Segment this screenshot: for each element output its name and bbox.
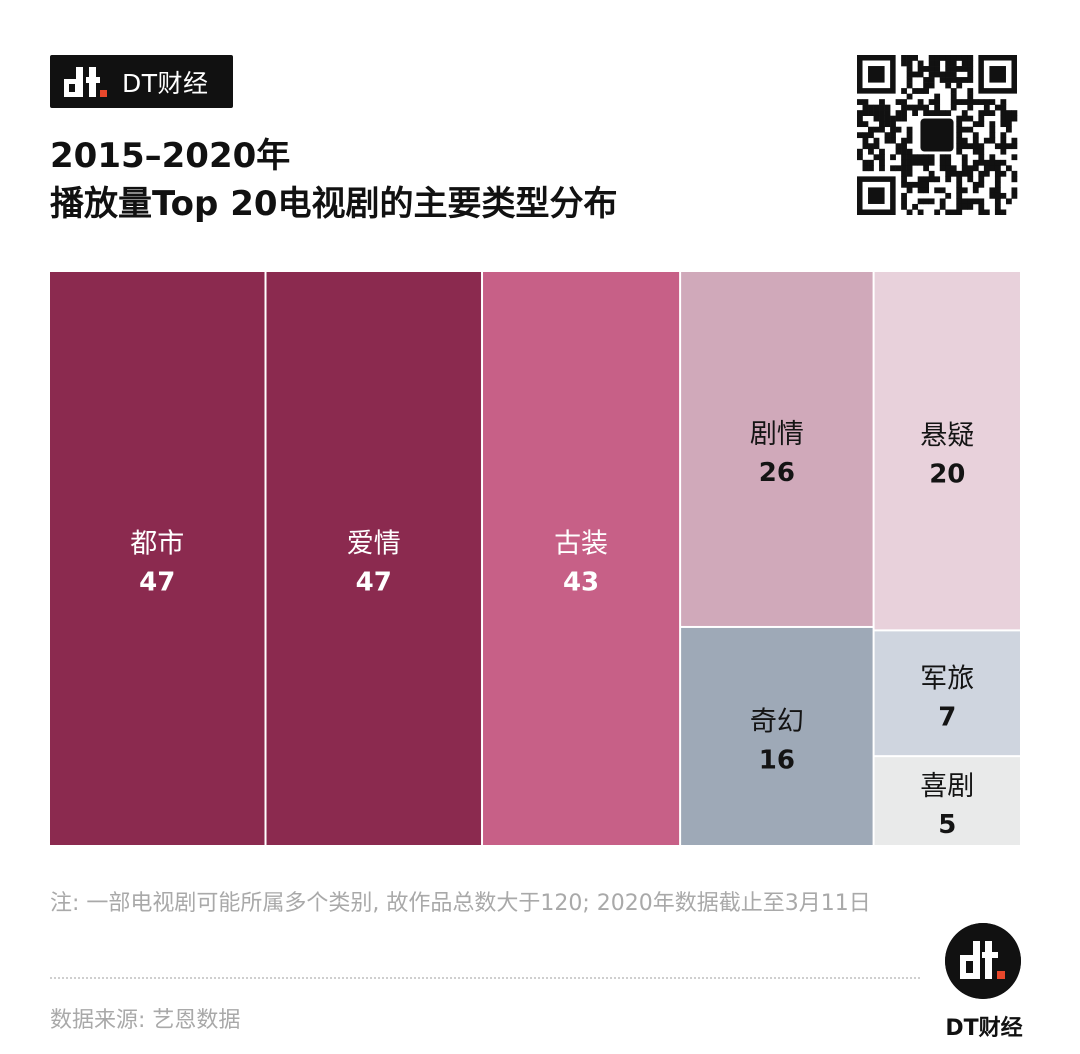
title-line-2: 播放量Top 20电视剧的主要类型分布 [50, 184, 618, 224]
tile-value: 26 [759, 458, 795, 488]
treemap-rect [483, 272, 680, 845]
treemap-rect [874, 631, 1020, 756]
treemap-tile: 奇幻 16 [681, 627, 873, 845]
dt-logo-icon [64, 66, 107, 97]
tile-value: 47 [139, 568, 175, 598]
tile-label: 军旅 [920, 663, 974, 694]
tile-value: 47 [356, 568, 392, 598]
dt-footer-logo-icon [945, 923, 1021, 999]
tile-value: 5 [938, 810, 956, 840]
tile-label: 剧情 [750, 419, 804, 450]
tile-label: 古装 [554, 529, 608, 560]
treemap-tile: 都市 47 [50, 272, 265, 845]
footer-brand-text: DT财经 [945, 1016, 1023, 1041]
treemap-rect [874, 757, 1020, 845]
data-source: 数据来源: 艺恩数据 [50, 1008, 241, 1033]
treemap-rect [50, 272, 265, 845]
chart-note: 注: 一部电视剧可能所属多个类别, 故作品总数大于120; 2020年数据截止至… [50, 891, 871, 916]
brand-tag-text: DT财经 [122, 68, 209, 98]
treemap-rect [681, 272, 873, 626]
brand-tag: DT财经 [50, 55, 233, 108]
page-title: 2015–2020年 播放量Top 20电视剧的主要类型分布 [50, 132, 618, 228]
treemap-tile: 剧情 26 [681, 272, 873, 626]
tile-label: 都市 [130, 529, 184, 560]
title-line-1: 2015–2020年 [50, 136, 291, 176]
treemap-rect [266, 272, 482, 845]
tile-label: 喜剧 [920, 771, 974, 802]
treemap-chart: 都市 47 爱情 47 古装 43 剧情 26 奇幻 16 悬疑 20 军旅 7 喜剧 5 [50, 272, 1020, 845]
tile-value: 16 [759, 745, 795, 775]
treemap-tile: 悬疑 20 [874, 272, 1020, 630]
tile-label: 爱情 [347, 529, 401, 560]
divider [50, 977, 920, 979]
tile-label: 悬疑 [920, 421, 974, 452]
treemap-tile: 喜剧 5 [874, 757, 1020, 845]
tile-label: 奇幻 [750, 706, 804, 737]
tile-value: 20 [929, 460, 965, 490]
treemap-rect [874, 272, 1020, 630]
treemap-tile: 古装 43 [483, 272, 680, 845]
treemap-rect [681, 627, 873, 845]
treemap-tile: 军旅 7 [874, 631, 1020, 756]
qr-code-icon[interactable] [857, 55, 1020, 215]
tile-value: 7 [938, 702, 956, 732]
treemap-tile: 爱情 47 [266, 272, 482, 845]
tile-value: 43 [563, 568, 599, 598]
